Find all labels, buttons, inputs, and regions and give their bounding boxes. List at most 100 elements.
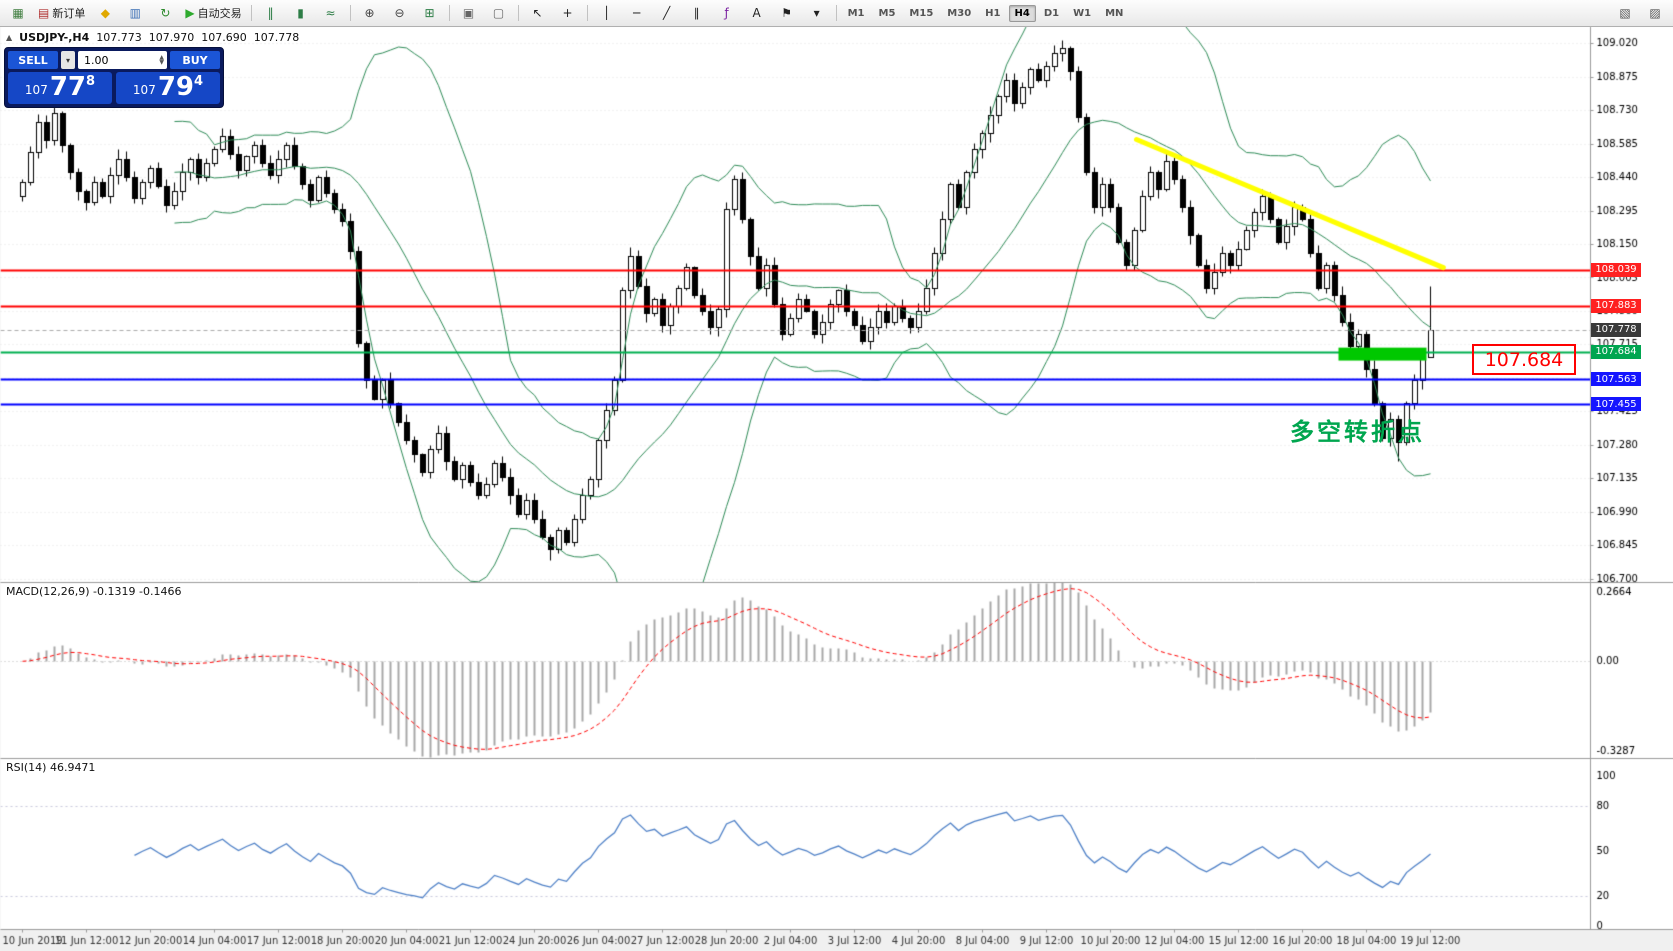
price-tag-107.455[interactable]: 107.455 (1591, 397, 1641, 412)
arrange-windows-icon: ▢ (492, 6, 505, 20)
chart-window-button[interactable]: ▦ (4, 2, 32, 24)
volume-stepper[interactable]: ▲ ▼ (159, 54, 164, 66)
chart-window-icon: ▦ (12, 6, 24, 20)
shapes-icon: ▾ (813, 6, 820, 20)
buy-button[interactable]: BUY (170, 51, 220, 69)
bar-chart-icon: ‖ (267, 6, 274, 20)
cascade-windows-button[interactable]: ▣ (455, 2, 483, 24)
auto-trading-icon: ▶ (185, 6, 195, 20)
toolbar-separator (586, 5, 588, 21)
price-tag-108.039[interactable]: 108.039 (1591, 262, 1641, 277)
fibonacci-button[interactable]: ƒ (713, 2, 741, 24)
price-tag-107.778[interactable]: 107.778 (1591, 322, 1641, 337)
cascade-windows-icon: ▣ (462, 6, 475, 20)
toolbar-separator (517, 5, 519, 21)
indicators-icon: ▧ (1619, 6, 1631, 20)
line-chart-icon: ≈ (325, 6, 336, 20)
toolbar-separator (448, 5, 450, 21)
main-toolbar: ▦ ▤ 新订单 ◆ ▥ ↻ ▶ 自动交易 ‖ ▮ ≈ ⊕ ⊖ ⊞ ▣ ▢ ↖ + │ ─ ╱ ∥ ƒ A ⚑ ▾ M1 M5 M15 M3… (0, 0, 1673, 27)
timeframe-h1-button[interactable]: H1 (985, 7, 1001, 19)
timeframe-m5-button[interactable]: M5 (878, 7, 896, 19)
vertical-line-button[interactable]: │ (593, 2, 621, 24)
line-chart-button[interactable]: ≈ (317, 2, 345, 24)
volume-input[interactable]: 1.00 ▲ ▼ (78, 51, 167, 69)
cursor-button[interactable]: ↖ (524, 2, 552, 24)
bar-chart-button[interactable]: ‖ (257, 2, 285, 24)
arrange-windows-button[interactable]: ▢ (485, 2, 513, 24)
sell-price-sup: 8 (86, 74, 96, 89)
shapes-button[interactable]: ▾ (803, 2, 831, 24)
label-button[interactable]: ⚑ (773, 2, 801, 24)
toolbar-separator (250, 5, 252, 21)
horizontal-line-icon: ─ (632, 6, 641, 20)
timeframe-mn-button[interactable]: MN (1105, 7, 1124, 19)
auto-trading-button[interactable]: ▶ 自动交易 (181, 2, 245, 24)
one-click-trading-panel: SELL ▾ 1.00 ▲ ▼ BUY 107 77 8 107 79 4 (4, 47, 224, 108)
fibonacci-icon: ƒ (724, 6, 729, 20)
new-order-icon: ▤ (38, 6, 50, 20)
trendline-button[interactable]: ╱ (653, 2, 681, 24)
navigator-button[interactable]: ↻ (151, 2, 179, 24)
timeframe-m1-button[interactable]: M1 (847, 7, 865, 19)
sell-button[interactable]: SELL (8, 51, 58, 69)
price-tag-107.883[interactable]: 107.883 (1591, 298, 1641, 313)
timeframe-d1-button[interactable]: D1 (1043, 7, 1060, 19)
sell-price[interactable]: 107 77 8 (8, 72, 112, 104)
symbol-label: USDJPY-,H4 (19, 31, 90, 44)
data-window-button[interactable]: ▥ (121, 2, 149, 24)
label-icon: ⚑ (781, 6, 792, 20)
price-level-box[interactable]: 107.684 (1472, 344, 1576, 375)
timeframe-m30-button[interactable]: M30 (947, 7, 972, 19)
trendline-icon: ╱ (662, 6, 671, 20)
data-window-icon: ▥ (129, 6, 142, 20)
new-order-button[interactable]: ▤ 新订单 (34, 2, 89, 24)
timeframe-h4-button[interactable]: H4 (1008, 4, 1036, 22)
volume-value: 1.00 (84, 53, 109, 67)
macd-indicator-label: MACD(12,26,9) -0.1319 -0.1466 (6, 585, 182, 598)
price-tag-107.684[interactable]: 107.684 (1591, 344, 1641, 359)
low-value: 107.690 (201, 31, 247, 44)
indicators-button[interactable]: ▧ (1611, 2, 1639, 24)
crosshair-icon: + (562, 6, 573, 20)
toolbar-separator (835, 5, 837, 21)
vertical-line-icon: │ (602, 6, 611, 20)
timeframe-w1-button[interactable]: W1 (1073, 7, 1092, 19)
rsi-indicator-label: RSI(14) 46.9471 (6, 761, 96, 774)
volume-dropdown[interactable]: ▾ (61, 51, 75, 69)
tile-windows-button[interactable]: ⊞ (416, 2, 444, 24)
cursor-icon: ↖ (532, 6, 543, 20)
horizontal-line-button[interactable]: ─ (623, 2, 651, 24)
navigator-icon: ↻ (160, 6, 171, 20)
zoom-in-button[interactable]: ⊕ (356, 2, 384, 24)
toolbar-separator (349, 5, 351, 21)
price-tag-107.563[interactable]: 107.563 (1591, 372, 1641, 387)
candle-chart-button[interactable]: ▮ (287, 2, 315, 24)
buy-price-big: 79 (157, 72, 195, 102)
buy-price[interactable]: 107 79 4 (116, 72, 220, 104)
text-icon: A (752, 6, 761, 20)
candle-chart-icon: ▮ (297, 6, 304, 20)
tile-windows-icon: ⊞ (424, 6, 435, 20)
timeframe-m15-button[interactable]: M15 (909, 7, 934, 19)
crosshair-button[interactable]: + (554, 2, 582, 24)
toolbar-right-group: ▧ ▨ (1611, 2, 1669, 24)
templates-icon: ▨ (1649, 6, 1661, 20)
auto-trading-button-label: 自动交易 (197, 7, 242, 20)
market-watch-button[interactable]: ◆ (91, 2, 119, 24)
chart-icon: ▲ (6, 33, 13, 42)
sell-price-small: 107 (24, 83, 48, 97)
pivot-annotation: 多空转折点 (1290, 418, 1425, 446)
channel-button[interactable]: ∥ (683, 2, 711, 24)
zoom-out-icon: ⊖ (394, 6, 405, 20)
text-button[interactable]: A (743, 2, 771, 24)
zoom-out-button[interactable]: ⊖ (386, 2, 414, 24)
buy-price-sup: 4 (194, 74, 204, 89)
channel-icon: ∥ (693, 6, 700, 20)
buy-price-small: 107 (132, 83, 156, 97)
zoom-in-icon: ⊕ (364, 6, 375, 20)
market-watch-icon: ◆ (100, 6, 110, 20)
templates-button[interactable]: ▨ (1641, 2, 1669, 24)
new-order-button-label: 新订单 (52, 7, 86, 20)
